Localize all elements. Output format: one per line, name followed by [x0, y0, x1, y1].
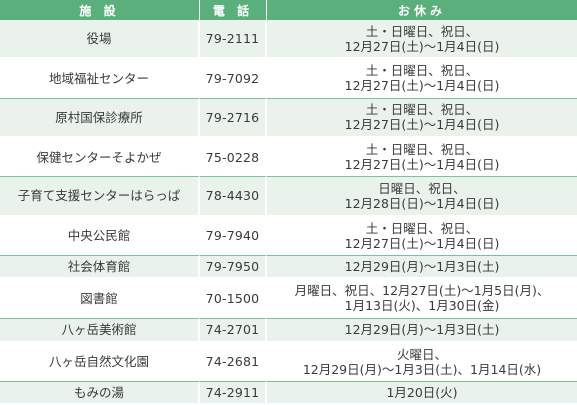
closed-days: 土・日曜日、祝日、 12月27日(土)～1月4日(日) — [267, 59, 577, 99]
closed-days: 土・日曜日、祝日、 12月27日(土)～1月4日(日) — [267, 98, 577, 138]
closed-days-line: 12月27日(土)～1月4日(日) — [344, 117, 500, 133]
closed-days-line: 土・日曜日、祝日、 — [365, 220, 479, 236]
phone-number: 79-7940 — [200, 216, 267, 256]
facility-name: 役場 — [0, 20, 200, 60]
closed-days: 1月20日(火) — [267, 382, 577, 405]
closed-days-line: 12月27日(土)～1月4日(日) — [344, 78, 500, 94]
closed-days-line: 12月27日(土)～1月4日(日) — [344, 38, 500, 54]
table-row: もみの湯 74-2911 1月20日(火) — [0, 382, 577, 405]
phone-number: 79-7092 — [200, 59, 267, 99]
phone-number: 79-2716 — [200, 98, 267, 138]
closed-days-line: 土・日曜日、祝日、 — [365, 23, 479, 39]
phone-number: 74-2701 — [200, 319, 267, 343]
closed-days: 日曜日、祝日、 12月28日(日)～1月4日(日) — [267, 177, 577, 217]
closed-days-line: 土・日曜日、祝日、 — [365, 102, 479, 118]
phone-number: 74-2681 — [200, 342, 267, 383]
phone-number: 70-1500 — [200, 278, 267, 319]
table-row: 八ヶ岳美術館 74-2701 12月29日(月)～1月3日(土) — [0, 319, 577, 343]
phone-number: 74-2911 — [200, 382, 267, 405]
facility-name: 八ヶ岳自然文化園 — [0, 342, 200, 383]
closed-days-line: 日曜日、祝日、 — [378, 180, 466, 196]
closed-days-line: 12月28日(日)～1月4日(日) — [344, 195, 500, 211]
closed-days: 12月29日(月)～1月3日(土) — [267, 255, 577, 279]
closed-days: 土・日曜日、祝日、 12月27日(土)～1月4日(日) — [267, 20, 577, 60]
closed-days-line: 12月27日(土)～1月4日(日) — [344, 235, 500, 251]
table-row: 図書館 70-1500 月曜日、祝日、12月27日(土)～1月5日(月)、 1月13日… — [0, 278, 577, 319]
closed-days: 12月29日(月)～1月3日(土) — [267, 319, 577, 343]
closed-days: 土・日曜日、祝日、 12月27日(土)～1月4日(日) — [267, 216, 577, 256]
phone-number: 79-7950 — [200, 255, 267, 279]
table-row: 社会体育館 79-7950 12月29日(月)～1月3日(土) — [0, 255, 577, 279]
header-closed: お休み — [267, 0, 577, 20]
table-row: 八ヶ岳自然文化園 74-2681 火曜日、 12月29日(月)～1月3日(土)、1月1… — [0, 342, 577, 383]
facility-name: 原村国保診療所 — [0, 98, 200, 138]
table-row: 原村国保診療所 79-2716 土・日曜日、祝日、 12月27日(土)～1月4日(日) — [0, 98, 577, 138]
facility-name: 保健センターそよかぜ — [0, 137, 200, 178]
closed-days: 土・日曜日、祝日、 12月27日(土)～1月4日(日) — [267, 137, 577, 178]
closed-days-line: 12月29日(月)～1月3日(土)、1月14日(水) — [302, 361, 542, 377]
closed-days: 火曜日、 12月29日(月)～1月3日(土)、1月14日(水) — [267, 342, 577, 383]
facility-name: 地域福祉センター — [0, 59, 200, 99]
closed-days-line: 1月20日(火) — [386, 385, 458, 401]
facility-name: 社会体育館 — [0, 255, 200, 279]
closed-days-line: 月曜日、祝日、12月27日(土)～1月5日(月)、 — [294, 283, 550, 299]
table-row: 子育て支援センターはらっぱ 78-4430 日曜日、祝日、 12月28日(日)～1月4… — [0, 177, 577, 217]
phone-number: 78-4430 — [200, 177, 267, 217]
header-facility: 施 設 — [0, 0, 200, 20]
closed-days-line: 火曜日、 — [396, 346, 447, 362]
closed-days-line: 1月13日(火)、1月30日(金) — [344, 298, 500, 314]
phone-number: 79-2111 — [200, 20, 267, 60]
closed-days: 月曜日、祝日、12月27日(土)～1月5日(月)、 1月13日(火)、1月30日(… — [267, 278, 577, 319]
closed-days-line: 土・日曜日、祝日、 — [365, 142, 479, 158]
table-row: 役場 79-2111 土・日曜日、祝日、 12月27日(土)～1月4日(日) — [0, 20, 577, 60]
phone-number: 75-0228 — [200, 137, 267, 178]
table-body: 役場 79-2111 土・日曜日、祝日、 12月27日(土)～1月4日(日) 地域福祉セ… — [0, 20, 577, 405]
facility-name: 中央公民館 — [0, 216, 200, 256]
facility-name: もみの湯 — [0, 382, 200, 405]
closed-days-line: 12月29日(月)～1月3日(土) — [344, 258, 500, 274]
closed-days-line: 土・日曜日、祝日、 — [365, 63, 479, 79]
table-row: 保健センターそよかぜ 75-0228 土・日曜日、祝日、 12月27日(土)～1月4日… — [0, 137, 577, 178]
facility-name: 子育て支援センターはらっぱ — [0, 177, 200, 217]
table-row: 中央公民館 79-7940 土・日曜日、祝日、 12月27日(土)～1月4日(日) — [0, 216, 577, 256]
facility-name: 図書館 — [0, 278, 200, 319]
table-header-row: 施 設 電 話 お休み — [0, 0, 577, 20]
header-phone: 電 話 — [200, 0, 267, 20]
facility-name: 八ヶ岳美術館 — [0, 319, 200, 343]
closed-days-line: 12月29日(月)～1月3日(土) — [344, 322, 500, 338]
closed-days-line: 12月27日(土)～1月4日(日) — [344, 157, 500, 173]
table-row: 地域福祉センター 79-7092 土・日曜日、祝日、 12月27日(土)～1月4日(日… — [0, 59, 577, 99]
